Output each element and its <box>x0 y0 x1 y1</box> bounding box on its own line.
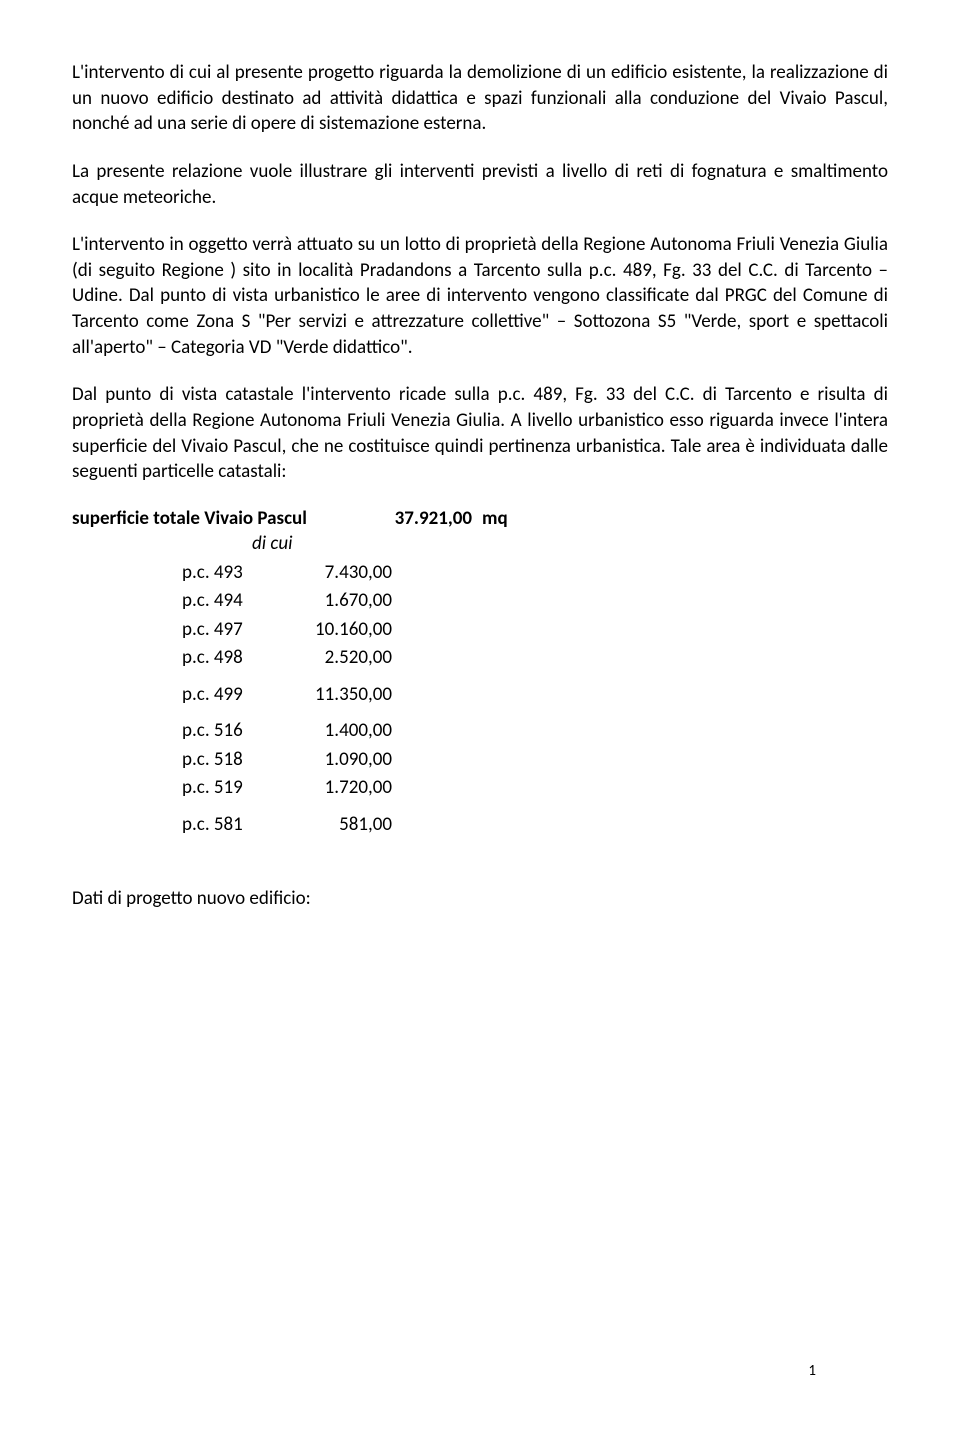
parcel-label: p.c. 516 <box>182 717 272 746</box>
parcel-value: 1.090,00 <box>272 746 392 775</box>
parcel-label: p.c. 497 <box>182 616 272 645</box>
table-row: p.c. 499 11.350,00 <box>182 681 888 710</box>
parcel-label: p.c. 519 <box>182 774 272 803</box>
table-row: p.c. 581 581,00 <box>182 811 888 840</box>
parcel-value: 11.350,00 <box>272 681 392 710</box>
parcel-value: 1.670,00 <box>272 587 392 616</box>
di-cui-label: di cui <box>252 532 888 555</box>
paragraph-3: L'intervento in oggetto verrà attuato su… <box>72 232 888 360</box>
parcel-value: 1.720,00 <box>272 774 392 803</box>
parcel-value: 1.400,00 <box>272 717 392 746</box>
table-row: p.c. 516 1.400,00 <box>182 717 888 746</box>
paragraph-1: L'intervento di cui al presente progetto… <box>72 60 888 137</box>
parcel-value: 7.430,00 <box>272 559 392 588</box>
parcel-value: 10.160,00 <box>272 616 392 645</box>
table-row: p.c. 518 1.090,00 <box>182 746 888 775</box>
parcel-label: p.c. 581 <box>182 811 272 840</box>
paragraph-2: La presente relazione vuole illustrare g… <box>72 159 888 210</box>
table-row: p.c. 519 1.720,00 <box>182 774 888 803</box>
parcel-value: 2.520,00 <box>272 644 392 673</box>
total-label: superficie totale Vivaio Pascul <box>72 507 352 530</box>
paragraph-4: Dal punto di vista catastale l'intervent… <box>72 382 888 485</box>
parcel-label: p.c. 498 <box>182 644 272 673</box>
table-row: p.c. 497 10.160,00 <box>182 616 888 645</box>
table-row: p.c. 498 2.520,00 <box>182 644 888 673</box>
total-value: 37.921,00 <box>352 507 472 530</box>
parcel-label: p.c. 493 <box>182 559 272 588</box>
page-number: 1 <box>808 1362 816 1380</box>
total-unit: mq <box>472 507 532 530</box>
total-row: superficie totale Vivaio Pascul 37.921,0… <box>72 507 888 530</box>
parcel-label: p.c. 499 <box>182 681 272 710</box>
table-row: p.c. 494 1.670,00 <box>182 587 888 616</box>
parcel-value: 581,00 <box>272 811 392 840</box>
parcel-label: p.c. 518 <box>182 746 272 775</box>
table-row: p.c. 493 7.430,00 <box>182 559 888 588</box>
parcels-table: p.c. 493 7.430,00 p.c. 494 1.670,00 p.c.… <box>182 559 888 840</box>
bottom-note: Dati di progetto nuovo edificio: <box>72 887 888 910</box>
parcel-label: p.c. 494 <box>182 587 272 616</box>
